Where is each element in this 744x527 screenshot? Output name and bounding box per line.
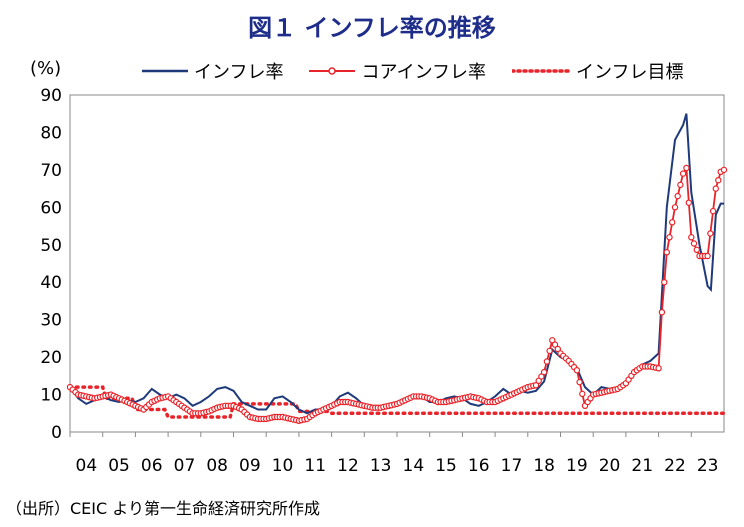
y-tick-label: 80	[40, 123, 62, 143]
x-tick-label: 07	[174, 456, 196, 476]
series-point-core	[546, 347, 553, 355]
x-tick-label: 12	[337, 456, 359, 476]
x-tick-label: 20	[599, 456, 621, 476]
series-point-core	[715, 176, 722, 184]
x-tick-label: 17	[501, 456, 523, 476]
series-point-core	[551, 341, 559, 348]
x-tick-label: 11	[304, 456, 326, 476]
series-point-core	[712, 185, 720, 192]
y-axis-unit: (%)	[30, 58, 62, 79]
x-tick-label: 21	[631, 456, 653, 476]
y-tick-label: 90	[40, 86, 62, 106]
x-tick-label: 09	[239, 456, 261, 476]
legend-label-inflation: インフレ率	[194, 62, 284, 83]
x-tick-label: 23	[697, 456, 719, 476]
series-point-core	[543, 358, 551, 365]
series-point-core	[685, 199, 693, 206]
series-point-core	[661, 279, 668, 286]
series-point-core	[720, 166, 728, 174]
y-tick-label: 40	[40, 273, 62, 293]
series-point-core	[679, 170, 687, 177]
y-tick-label: 70	[40, 161, 62, 181]
series-point-core	[658, 309, 666, 316]
legend-item-core: コアインフレ率	[309, 58, 486, 84]
series-point-core	[669, 219, 676, 226]
legend: インフレ率 コアインフレ率 インフレ目標	[142, 58, 702, 84]
x-tick-label: 14	[403, 456, 425, 476]
x-tick-label: 05	[108, 456, 130, 476]
legend-label-target: インフレ目標	[576, 62, 684, 83]
x-tick-label: 16	[468, 456, 490, 476]
series-point-core	[554, 345, 562, 353]
y-tick-label: 20	[40, 348, 62, 368]
series-point-core	[707, 230, 714, 237]
series-point-core	[663, 249, 671, 256]
series-point-core	[709, 207, 717, 215]
series-point-core	[666, 234, 673, 241]
x-tick-label: 08	[206, 456, 228, 476]
series-point-core	[693, 246, 701, 253]
series-point-core	[690, 240, 698, 247]
y-tick-label: 0	[51, 423, 62, 443]
x-tick-label: 19	[566, 456, 588, 476]
x-tick-label: 04	[76, 456, 98, 476]
y-tick-label: 50	[40, 236, 62, 256]
x-tick-label: 10	[272, 456, 294, 476]
series-point-core	[540, 368, 548, 376]
chart-title: 図１ インフレ率の推移	[248, 14, 496, 42]
series-point-core	[671, 204, 679, 211]
series-point-core	[579, 390, 586, 398]
series-point-core	[683, 164, 690, 172]
series-line-target	[68, 385, 726, 419]
source-note: （出所）CEIC より第一生命経済研究所作成	[6, 499, 320, 518]
legend-item-inflation: インフレ率	[142, 58, 283, 84]
x-tick-label: 22	[664, 456, 686, 476]
series-point-core	[576, 378, 583, 386]
series-point-core	[688, 234, 695, 241]
y-tick-label: 30	[40, 311, 62, 331]
x-tick-label: 06	[141, 456, 163, 476]
series-point-core	[674, 192, 681, 200]
series-point-core	[677, 181, 684, 189]
legend-item-target: インフレ目標	[512, 58, 684, 84]
series-line-inflation	[69, 113, 724, 415]
x-tick-label: 15	[435, 456, 457, 476]
series-point-core	[532, 382, 540, 389]
series-point-core	[538, 373, 545, 380]
x-tick-label: 13	[370, 456, 392, 476]
series-point-core	[573, 367, 581, 374]
x-tick-label: 18	[533, 456, 555, 476]
y-tick-label: 10	[40, 386, 62, 406]
legend-label-core: コアインフレ率	[361, 62, 487, 83]
series-point-core	[704, 252, 711, 260]
series-point-core	[655, 365, 662, 372]
y-tick-label: 60	[40, 198, 62, 218]
